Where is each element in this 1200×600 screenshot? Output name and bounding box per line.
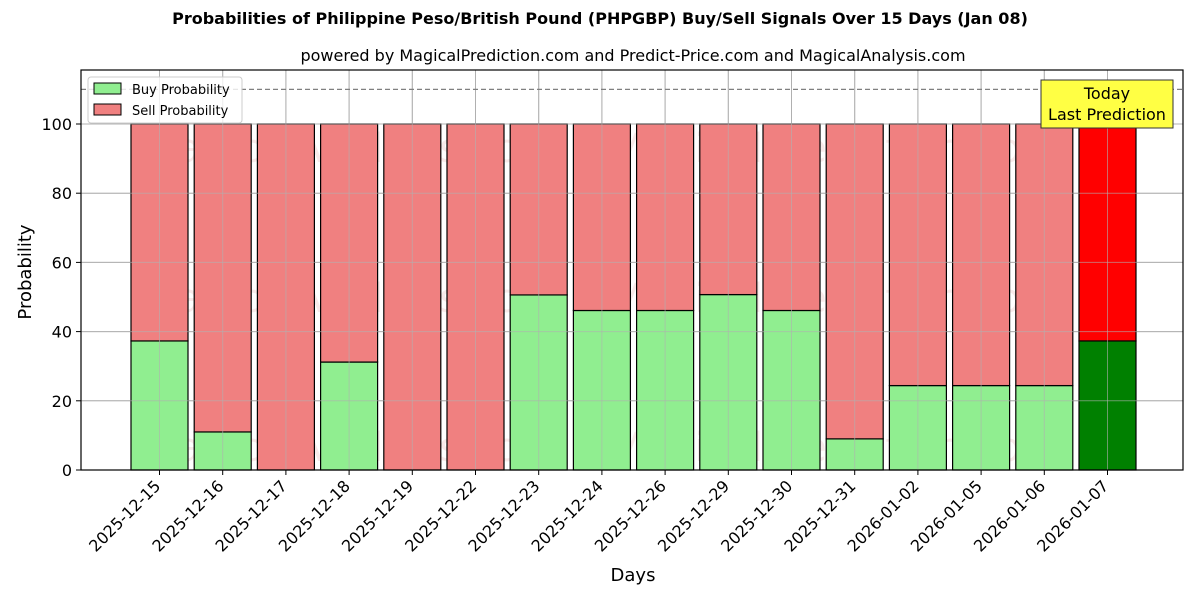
annotation-line2: Last Prediction: [1048, 105, 1166, 124]
plot-frame: [80, 69, 1184, 471]
y-axis-label: Probability: [15, 224, 36, 319]
y-tick-label: 40: [52, 323, 72, 342]
y-tick-label: 20: [52, 392, 72, 411]
legend-buy-swatch: [93, 82, 122, 95]
legend-buy-label: Buy Probability: [132, 83, 230, 98]
chart-subtitle: powered by MagicalPrediction.com and Pre…: [300, 46, 966, 65]
today-annotation: Today Last Prediction: [1040, 79, 1174, 129]
chart-title: Probabilities of Philippine Peso/British…: [172, 9, 1028, 28]
bars: [81, 70, 1183, 471]
legend: Buy Probability Sell Probability: [87, 76, 243, 124]
legend-sell-label: Sell Probability: [132, 104, 229, 119]
y-tick-label: 0: [62, 461, 72, 480]
annotation-line1: Today: [1083, 84, 1130, 103]
y-tick-label: 80: [52, 184, 72, 203]
legend-sell-swatch: [93, 103, 122, 116]
x-axis-label: Days: [611, 565, 656, 586]
y-tick-label: 60: [52, 253, 72, 272]
y-tick-label: 100: [41, 115, 72, 134]
